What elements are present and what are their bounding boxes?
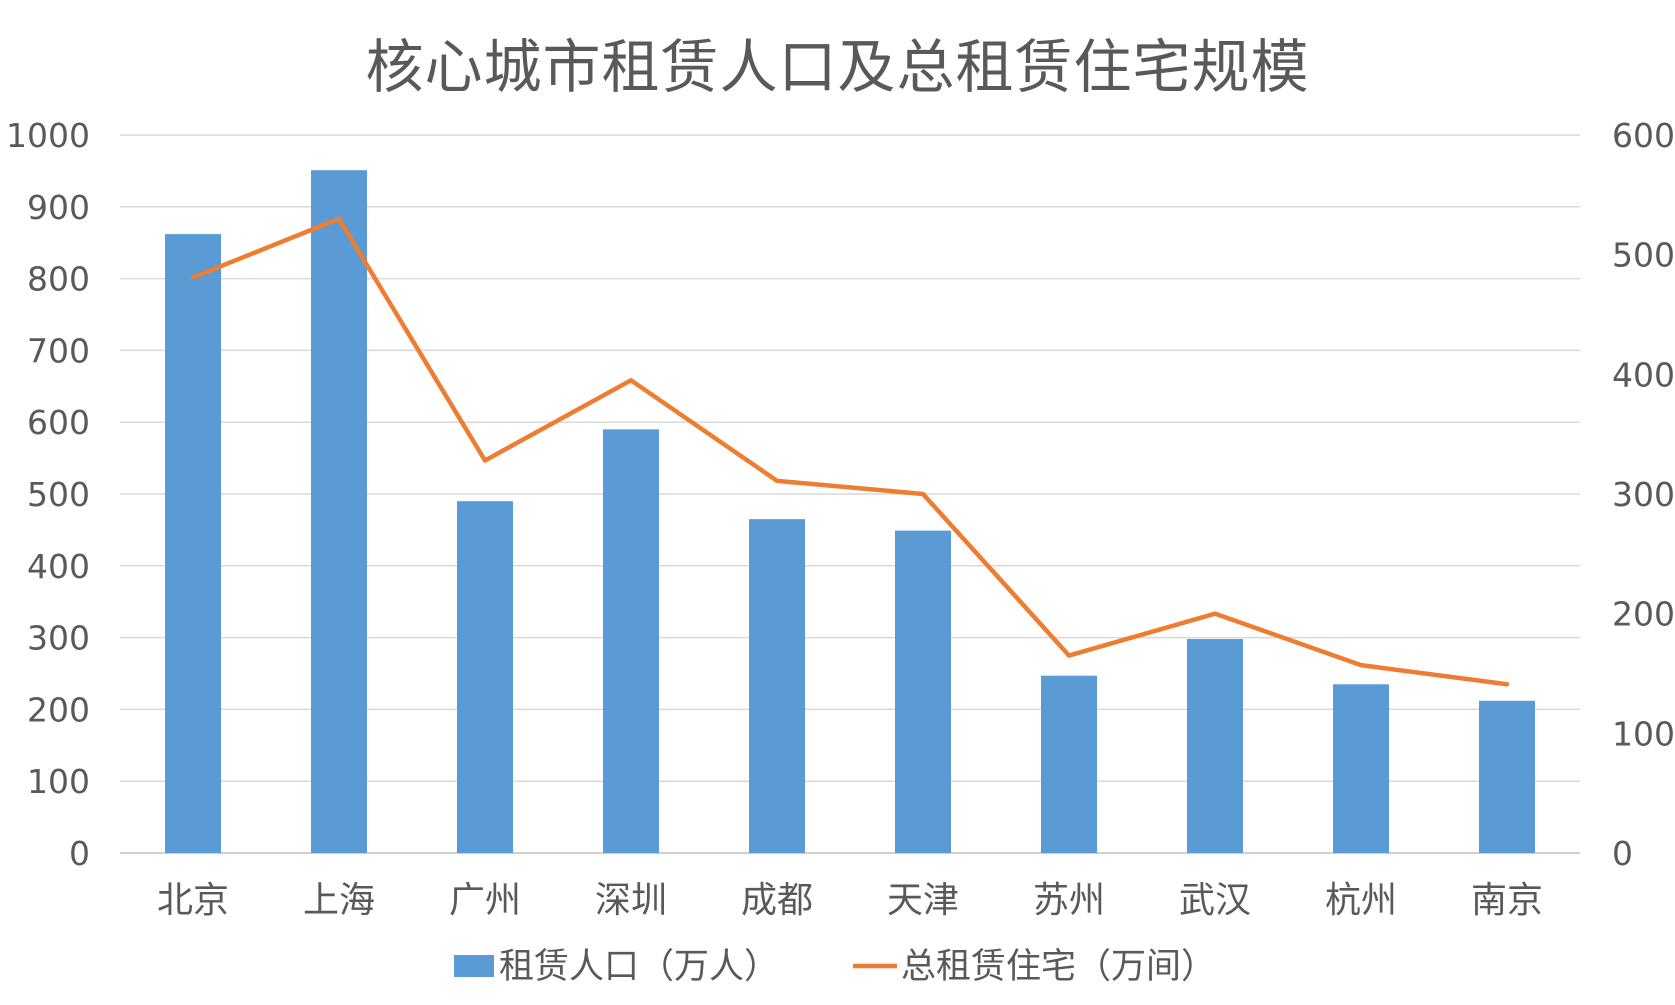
x-category-label: 苏州 — [1033, 880, 1105, 921]
y-right-tick-label: 400 — [1612, 355, 1675, 394]
x-category-label: 南京 — [1471, 880, 1543, 921]
y-left-tick-label: 1000 — [6, 116, 90, 155]
y-left-tick-label: 900 — [27, 188, 90, 227]
y-left-tick-label: 800 — [27, 260, 90, 299]
y-left-tick-label: 500 — [27, 475, 90, 514]
y-left-tick-label: 300 — [27, 619, 90, 658]
legend-layer: 租赁人口（万人） 总租赁住宅（万间） — [454, 947, 1216, 987]
bar-上海 — [311, 170, 367, 853]
bar-天津 — [895, 530, 951, 853]
y-right-tick-label: 500 — [1612, 236, 1675, 275]
y-right-tick-label: 0 — [1612, 834, 1633, 873]
x-category-label: 北京 — [157, 880, 229, 921]
bar-杭州 — [1333, 684, 1389, 853]
legend-swatch-bar — [454, 955, 494, 977]
y-right-tick-label: 600 — [1612, 116, 1675, 155]
y-left-tick-label: 400 — [27, 547, 90, 586]
bar-深圳 — [603, 429, 659, 853]
y-right-tick-label: 100 — [1612, 714, 1675, 753]
x-category-label: 深圳 — [595, 880, 667, 921]
y-left-tick-label: 0 — [69, 834, 90, 873]
legend-label-line: 总租赁住宅（万间） — [901, 947, 1216, 987]
y-right-tick-label: 200 — [1612, 595, 1675, 634]
y-left-tick-label: 700 — [27, 331, 90, 370]
bar-成都 — [749, 519, 805, 853]
axis-layer: 0 100 200 300 400 500 600 700 800 900 1000 0 100 200 3… — [6, 116, 1675, 921]
legend-label-bar: 租赁人口（万人） — [499, 947, 779, 987]
x-category-label: 武汉 — [1179, 880, 1251, 921]
y-left-tick-label: 600 — [27, 403, 90, 442]
bar-武汉 — [1187, 639, 1243, 853]
bar-苏州 — [1041, 675, 1097, 853]
x-category-label: 广州 — [449, 880, 521, 921]
bar-北京 — [165, 234, 221, 854]
bar-广州 — [457, 501, 513, 853]
y-right-tick-label: 300 — [1612, 475, 1675, 514]
bar-layer — [165, 170, 1535, 854]
bar-南京 — [1479, 700, 1535, 853]
x-category-label: 天津 — [887, 880, 959, 921]
y-left-tick-label: 100 — [27, 762, 90, 801]
x-category-label: 杭州 — [1325, 880, 1397, 921]
line-series-total-rental-housing — [190, 216, 1510, 687]
y-left-tick-label: 200 — [27, 690, 90, 729]
chart-title: 核心城市租赁人口及总租赁住宅规模 — [365, 33, 1310, 101]
x-category-label: 上海 — [303, 880, 375, 921]
x-category-label: 成都 — [741, 880, 813, 921]
line-layer — [190, 216, 1510, 687]
